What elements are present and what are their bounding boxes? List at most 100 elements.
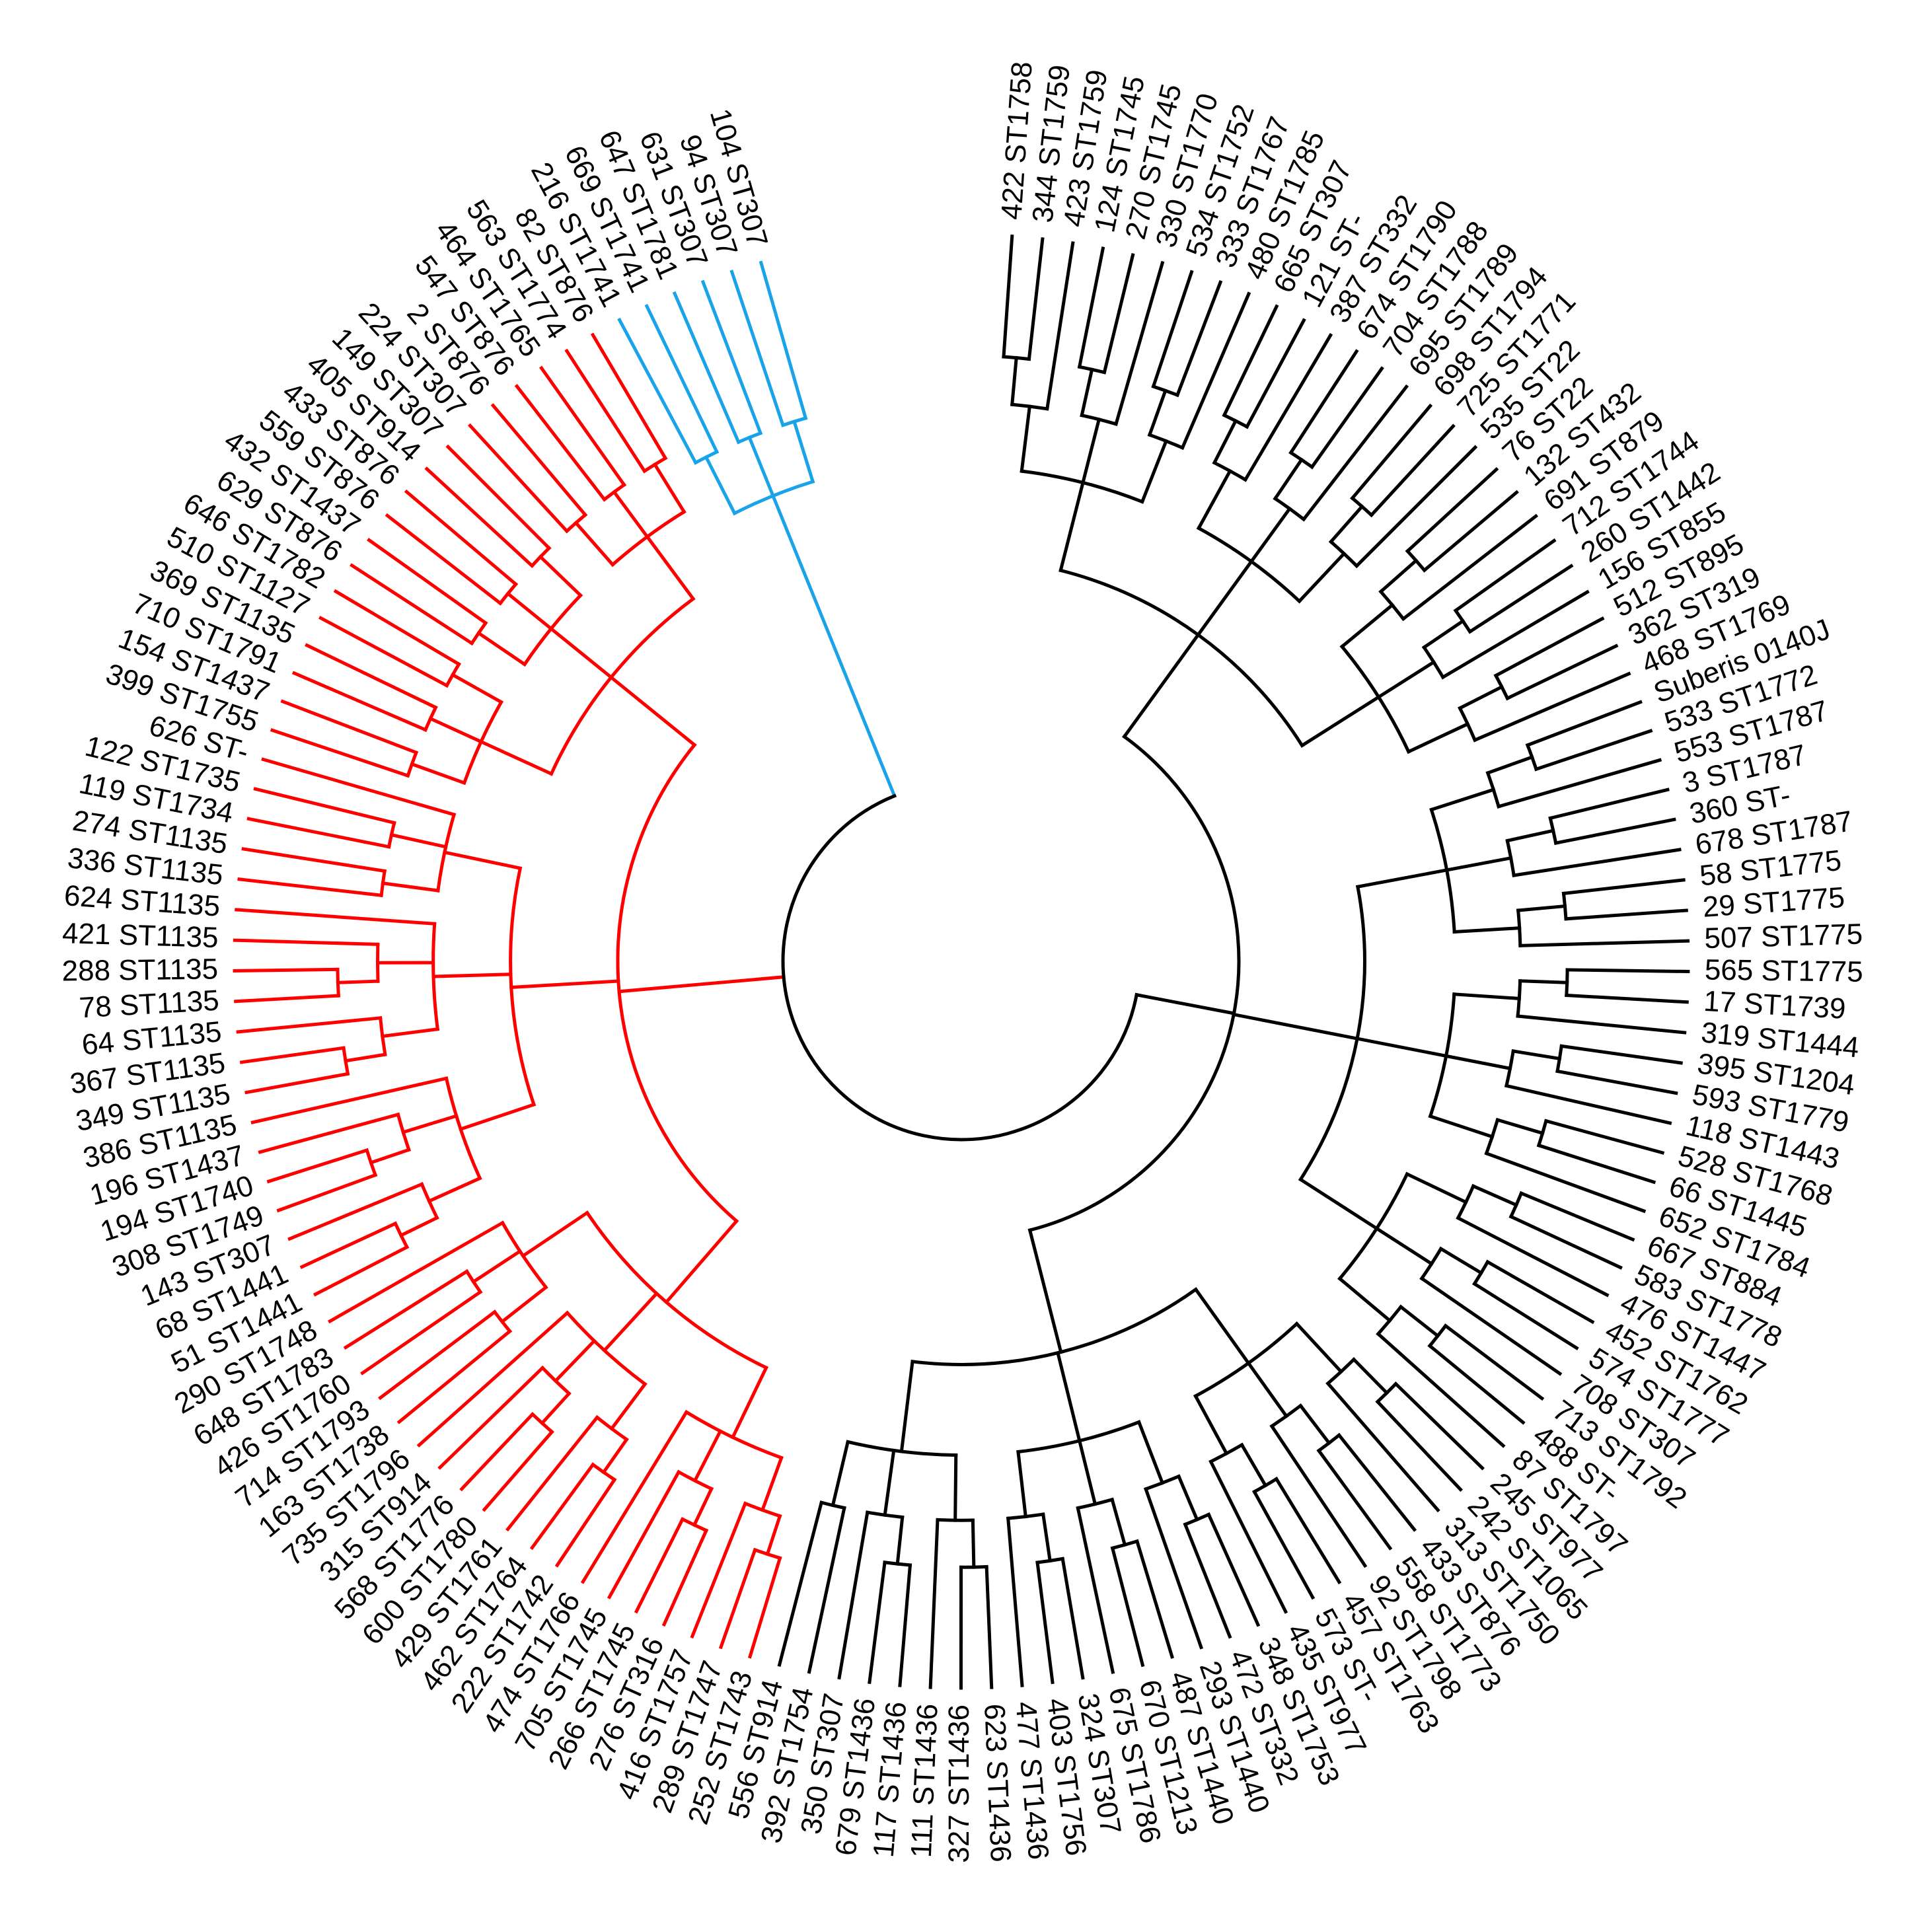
- branch-radial: [367, 538, 488, 626]
- branch-radial: [505, 591, 554, 632]
- branch-radial: [490, 403, 588, 517]
- branch-radial: [270, 728, 410, 778]
- leaf-label: 17 ST1739: [1703, 985, 1847, 1025]
- branch-radial: [644, 304, 720, 455]
- branch-radial: [1536, 1143, 1656, 1185]
- branch-radial: [287, 1182, 424, 1241]
- branch-radial: [1375, 1399, 1463, 1492]
- branch-radial: [467, 423, 570, 534]
- branch-radial: [1245, 1360, 1289, 1419]
- branch-radial: [1374, 1226, 1434, 1266]
- branch-radial: [692, 1486, 714, 1527]
- branch-radial: [1244, 318, 1306, 429]
- branch-radial: [895, 1515, 905, 1566]
- branch-radial: [747, 435, 776, 498]
- branch-radial: [1406, 721, 1470, 754]
- branch-radial: [299, 1221, 398, 1269]
- branch-radial: [521, 1210, 590, 1259]
- branch-radial: [235, 908, 437, 926]
- branch-radial: [239, 1046, 346, 1064]
- branch-radial: [692, 1428, 723, 1483]
- branch-radial: [1405, 466, 1499, 554]
- branch-radial: [602, 1291, 659, 1353]
- branch-radial: [250, 1076, 449, 1124]
- branch-radial: [1243, 333, 1333, 482]
- branch-radial: [1041, 1512, 1053, 1563]
- branch-radial: [398, 1215, 439, 1238]
- branch-radial: [1339, 603, 1395, 649]
- branch-radial: [385, 513, 503, 606]
- branch-radial: [266, 1148, 369, 1184]
- branch-radial: [1471, 1184, 1519, 1208]
- branch-radial: [1193, 1287, 1251, 1366]
- branch-radial: [899, 1360, 914, 1453]
- branch-radial: [416, 1310, 570, 1448]
- branch-radial: [1298, 1403, 1331, 1446]
- branch-radial: [244, 1072, 350, 1095]
- branch-radial: [233, 967, 340, 972]
- branch-radial: [381, 1027, 440, 1039]
- branch-radial: [1055, 1350, 1082, 1443]
- branch-radial: [450, 673, 503, 705]
- branch-radial: [445, 444, 552, 551]
- branch-radial: [505, 1414, 600, 1532]
- branch-radial: [1027, 1228, 1063, 1354]
- branch-radial: [612, 490, 650, 539]
- branch-radial: [1512, 848, 1682, 877]
- branch-radial: [1555, 1069, 1678, 1095]
- branch-radial: [389, 832, 448, 849]
- branch-radial: [770, 494, 897, 798]
- branch-radial: [1518, 979, 1569, 984]
- branch-radial: [1010, 355, 1018, 407]
- branch-radial: [1080, 417, 1101, 485]
- branch-radial: [1207, 1512, 1261, 1627]
- branch-radial: [1493, 616, 1605, 678]
- branch-radial: [327, 1220, 505, 1324]
- branch-radial: [1300, 694, 1381, 748]
- branch-radial: [765, 1514, 782, 1557]
- branch-radial: [313, 1245, 410, 1297]
- branch-radial: [1444, 1054, 1512, 1071]
- branch-radial: [609, 675, 697, 748]
- branch-radial: [1016, 1449, 1028, 1519]
- branch-radial: [509, 979, 620, 990]
- branch-radial: [1504, 1083, 1672, 1125]
- branch-radial: [233, 938, 380, 946]
- branch-radial: [410, 762, 466, 786]
- branch-radial: [276, 1173, 378, 1213]
- branch-radial: [234, 994, 340, 1004]
- branch-radial: [1456, 1216, 1610, 1298]
- branch-radial: [1376, 659, 1436, 700]
- branch-radial: [1534, 729, 1653, 772]
- branch-radial: [1405, 1171, 1468, 1204]
- branch-radial: [344, 1052, 387, 1063]
- branch-radial: [1175, 280, 1223, 398]
- branch-radial: [1519, 1191, 1635, 1242]
- branch-radial: [1443, 1323, 1545, 1401]
- branch-radial: [1350, 403, 1433, 501]
- branch-radial: [1002, 235, 1014, 359]
- branch-radial: [1543, 1119, 1665, 1155]
- branch-radial: [253, 787, 396, 825]
- branch-radial: [1122, 632, 1201, 739]
- branch-radial: [343, 1269, 469, 1350]
- branch-radial: [1485, 1259, 1595, 1325]
- branch-radial: [333, 589, 461, 667]
- branch-radial: [554, 1477, 617, 1568]
- branch-radial: [1113, 260, 1165, 426]
- branch-radial: [381, 881, 440, 893]
- branch-radial: [1301, 384, 1409, 522]
- branch-radial: [1553, 817, 1676, 846]
- root-arc: [781, 793, 1139, 1142]
- branch-radial: [617, 975, 786, 994]
- branch-radial: [401, 1113, 459, 1134]
- branch-radial: [883, 1448, 896, 1518]
- branch-radial: [1294, 1321, 1344, 1374]
- branch-radial: [514, 384, 607, 502]
- branch-radial: [404, 489, 519, 587]
- branch-radial: [1269, 1424, 1368, 1568]
- branch-radial: [652, 462, 687, 515]
- branch-radial: [1565, 993, 1689, 1004]
- branch-radial: [1548, 788, 1670, 821]
- branch-radial: [672, 291, 741, 445]
